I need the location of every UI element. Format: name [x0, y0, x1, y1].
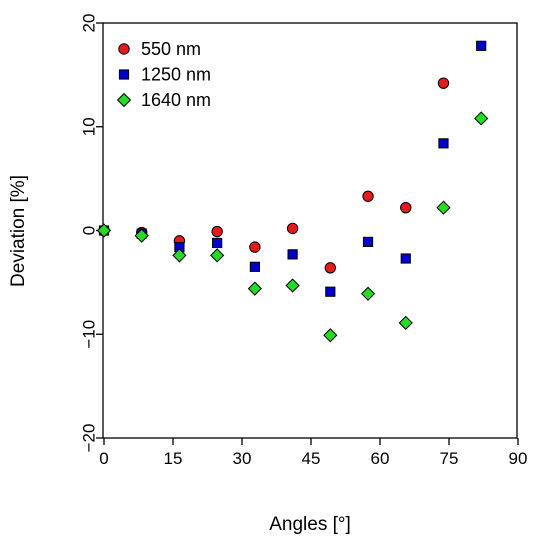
- data-point: [287, 249, 298, 260]
- data-point: [362, 236, 374, 248]
- x-tick-label: 45: [302, 449, 321, 468]
- data-point: [249, 261, 260, 272]
- data-point: [400, 201, 412, 214]
- x-tick-label: 0: [99, 449, 108, 468]
- data-point: [210, 248, 225, 263]
- data-point: [172, 248, 187, 263]
- data-point: [324, 262, 337, 274]
- plot-area-frame: [102, 22, 518, 439]
- data-point: [360, 286, 376, 301]
- data-point: [249, 241, 261, 253]
- legend-item: 550 nm: [118, 39, 201, 59]
- data-point: [325, 286, 336, 297]
- y-tick-label: −10: [80, 320, 99, 349]
- data-point: [438, 138, 449, 149]
- data-point: [212, 237, 223, 249]
- data-point: [476, 40, 487, 51]
- legend-marker: [116, 92, 132, 108]
- x-tick-label: 30: [233, 449, 252, 468]
- data-points: [96, 40, 489, 343]
- legend-label: 1640 nm: [141, 90, 211, 110]
- data-point: [286, 222, 299, 235]
- data-point: [211, 225, 223, 238]
- legend: 550 nm 1250 nm 1640 nm: [116, 39, 211, 110]
- y-axis: −20 −10 0 10 20: [80, 14, 103, 453]
- data-point: [96, 223, 112, 238]
- x-axis-title: Angles [°]: [269, 514, 351, 535]
- data-point: [474, 111, 489, 126]
- series-1640-nm: [96, 111, 489, 343]
- x-tick-label: 60: [371, 449, 390, 468]
- y-tick-label: −20: [80, 424, 99, 453]
- y-tick-label: 10: [80, 117, 99, 136]
- legend-label: 550 nm: [141, 39, 201, 59]
- data-point: [400, 253, 411, 264]
- data-point: [398, 315, 413, 330]
- legend-marker: [118, 69, 130, 80]
- x-tick-label: 15: [164, 449, 183, 468]
- y-tick-label: 20: [80, 14, 99, 33]
- data-point: [436, 200, 451, 215]
- data-point: [362, 190, 374, 202]
- y-tick-label: 0: [80, 226, 99, 235]
- legend-marker: [118, 43, 130, 55]
- y-axis-title: Deviation [%]: [8, 175, 29, 287]
- data-point: [134, 228, 149, 243]
- x-tick-label: 90: [509, 449, 528, 468]
- data-point: [323, 328, 338, 343]
- data-point: [437, 77, 450, 89]
- x-tick-label: 75: [440, 449, 459, 468]
- legend-label: 1250 nm: [141, 65, 211, 85]
- data-point: [285, 278, 300, 293]
- legend-item: 1640 nm: [116, 90, 211, 110]
- legend-item: 1250 nm: [118, 65, 211, 85]
- data-point: [247, 281, 262, 296]
- x-axis: 0 15 30 45 60 75 90: [99, 438, 527, 468]
